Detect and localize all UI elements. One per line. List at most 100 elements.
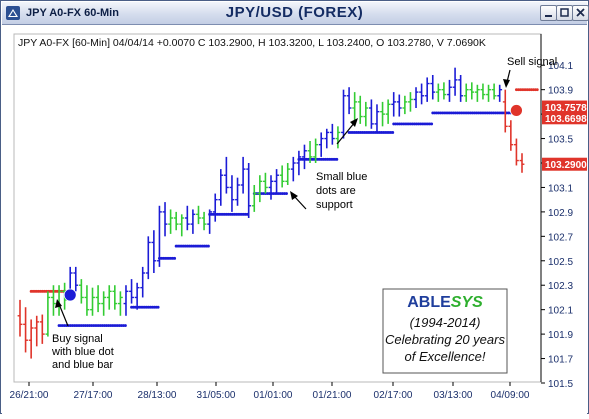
price-bar [430,75,436,100]
price-bar [413,87,419,108]
support-dot [535,88,539,92]
price-bar [335,126,341,149]
price-bar [17,299,23,337]
maximize-icon[interactable] [556,5,573,21]
sell-signal-marker [510,104,523,117]
x-tick-label: 02/17:00 [374,390,413,401]
price-bar [452,67,458,96]
price-bar [458,75,464,102]
price-bar [95,285,101,313]
support-dot [335,157,339,161]
price-bar [352,92,358,121]
price-bar [129,279,134,304]
close-icon[interactable] [572,5,589,21]
logo-celebrating: Celebrating 20 years [385,332,505,347]
y-tick-label: 102.7 [548,232,573,243]
price-bar [90,287,95,316]
price-bar [279,165,285,188]
price-bar [508,120,514,151]
price-bar [229,175,235,212]
price-bar [218,169,224,206]
price-tag-text: 103.6698 [545,114,587,125]
price-bar [179,214,185,237]
y-tick-label: 102.9 [548,208,573,219]
price-bar [313,138,319,163]
price-bar [251,185,257,212]
price-tag: 103.2900 [542,157,587,171]
price-chart: JPY A0-FX [60-Min] 04/04/14 +0.0070 C 10… [2,26,587,414]
buy-signal-marker [63,288,77,302]
price-bar [346,87,352,115]
y-tick-label: 102.3 [548,281,573,292]
price-bar [51,285,56,316]
price-bar [296,150,302,176]
price-bar [324,128,330,149]
chart-area: JPY A0-FX [60-Min] 04/04/14 +0.0070 C 10… [2,26,587,414]
price-bar [123,285,129,316]
x-tick-label: 01/21:00 [313,390,352,401]
price-bar [435,83,441,102]
price-bar [157,205,162,267]
price-bar [112,285,118,310]
y-tick-label: 103.1 [548,183,573,194]
x-tick-label: 03/13:00 [434,390,473,401]
buy-signal-annotation: Buy signal with blue dot and blue bar [51,299,114,371]
price-bar [385,99,391,124]
price-bar [419,83,424,105]
y-tick-label: 102.5 [548,257,573,268]
price-bar [402,95,408,115]
price-bar [502,89,508,133]
minimize-icon[interactable] [540,5,557,21]
x-tick-label: 01/01:00 [254,390,293,401]
x-tick-label: 28/13:00 [138,390,177,401]
price-bar [263,172,268,194]
support-annotation: Small blue dots are support [290,118,370,211]
sell-signal-text: Sell signal [507,56,557,68]
support-text: Small blue dots are support [316,171,370,211]
sell-signal-annotation: Sell signal [503,56,557,88]
app-chart-icon[interactable] [6,6,20,20]
price-bar [380,101,385,127]
price-bar [391,92,397,117]
title-bar[interactable]: JPY A0-FX 60-Min JPY/USD (FOREX) [2,2,589,25]
price-bar [168,209,173,234]
price-bar [240,156,246,194]
price-bar [363,101,369,127]
price-bar [223,156,229,194]
support-dot [123,324,127,328]
price-bar [480,83,486,100]
price-bar [173,211,179,231]
logo-years: (1994-2014) [410,315,481,330]
price-header: JPY A0-FX [60-Min] 04/04/14 +0.0070 C 10… [18,37,486,49]
x-tick-label: 31/05:00 [197,390,236,401]
support-dot [430,122,434,126]
price-bar [140,266,146,298]
y-tick-label: 103.9 [548,86,573,97]
price-bar [235,177,240,206]
support-dot [156,305,160,309]
price-bar [302,144,307,170]
price-bar [184,205,190,231]
price-bar [257,175,263,203]
price-bar [39,314,45,344]
price-bar [34,315,40,347]
x-tick-label: 04/09:00 [491,390,530,401]
price-bar [196,205,201,225]
price-bar [341,89,346,139]
price-bar [491,83,497,100]
y-tick-label: 101.7 [548,355,573,366]
price-bar [201,211,207,231]
y-tick-label: 101.9 [548,330,573,341]
price-bar [134,282,140,310]
price-bar [268,175,274,200]
logo-brand: ABLESYS [407,294,483,311]
price-bar [78,279,84,304]
y-tick-label: 103.5 [548,135,573,146]
price-bar [162,202,168,237]
price-bar [497,84,503,102]
price-bar [441,82,447,100]
x-tick-label: 27/17:00 [74,390,113,401]
price-bar [408,92,413,112]
window-caption: JPY A0-FX 60-Min [26,7,119,19]
